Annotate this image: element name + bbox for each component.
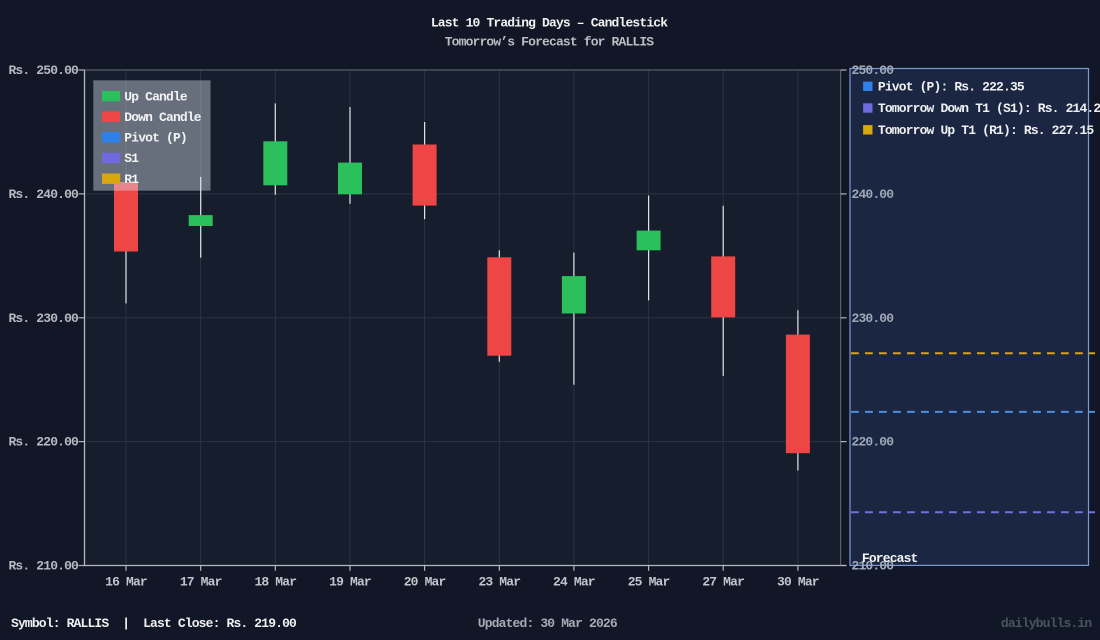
svg-text:Tomorrow’s Forecast for RALLIS: Tomorrow’s Forecast for RALLIS [445,35,655,50]
svg-text:27 Mar: 27 Mar [702,575,744,590]
svg-text:23 Mar: 23 Mar [478,575,520,590]
svg-text:Tomorrow Up T1 (R1): Rs. 227.1: Tomorrow Up T1 (R1): Rs. 227.15 [878,123,1095,138]
svg-text:Pivot (P): Pivot (P) [124,131,187,146]
svg-text:24 Mar: 24 Mar [553,575,595,590]
svg-text:Symbol: RALLIS | Last Close:: Symbol: RALLIS | Last Close: Rs. 219.00 [11,616,297,631]
svg-text:Rs. 230.00: Rs. 230.00 [8,311,79,326]
svg-text:20 Mar: 20 Mar [404,575,446,590]
svg-text:19 Mar: 19 Mar [329,575,371,590]
svg-text:230.00: 230.00 [852,311,895,326]
svg-text:25 Mar: 25 Mar [628,575,670,590]
svg-text:16 Mar: 16 Mar [105,575,147,590]
svg-text:250.00: 250.00 [852,63,895,78]
svg-text:30 Mar: 30 Mar [777,575,819,590]
svg-text:R1: R1 [124,172,139,187]
svg-text:Rs. 250.00: Rs. 250.00 [8,63,79,78]
svg-text:Tomorrow Down T1 (S1): Rs. 214: Tomorrow Down T1 (S1): Rs. 214.25 [878,101,1100,116]
svg-text:Up Candle: Up Candle [124,89,188,104]
svg-text:Updated: 30 Mar 2026: Updated: 30 Mar 2026 [478,616,618,631]
svg-text:Pivot (P): Rs. 222.35: Pivot (P): Rs. 222.35 [878,80,1025,95]
svg-text:Down Candle: Down Candle [124,110,202,125]
svg-text:18 Mar: 18 Mar [254,575,296,590]
svg-text:dailybulls.in: dailybulls.in [1001,616,1092,631]
svg-text:Rs. 240.00: Rs. 240.00 [8,187,79,202]
svg-text:17 Mar: 17 Mar [180,575,222,590]
svg-text:220.00: 220.00 [852,435,895,450]
svg-text:Forecast: Forecast [862,551,918,566]
svg-text:Last 10 Trading Days – Candles: Last 10 Trading Days – Candlestick [431,15,668,30]
svg-text:Rs. 220.00: Rs. 220.00 [8,435,79,450]
svg-text:Rs. 210.00: Rs. 210.00 [8,559,79,574]
svg-text:S1: S1 [124,151,139,166]
svg-text:240.00: 240.00 [852,187,895,202]
svg-text:210.00: 210.00 [852,559,895,574]
